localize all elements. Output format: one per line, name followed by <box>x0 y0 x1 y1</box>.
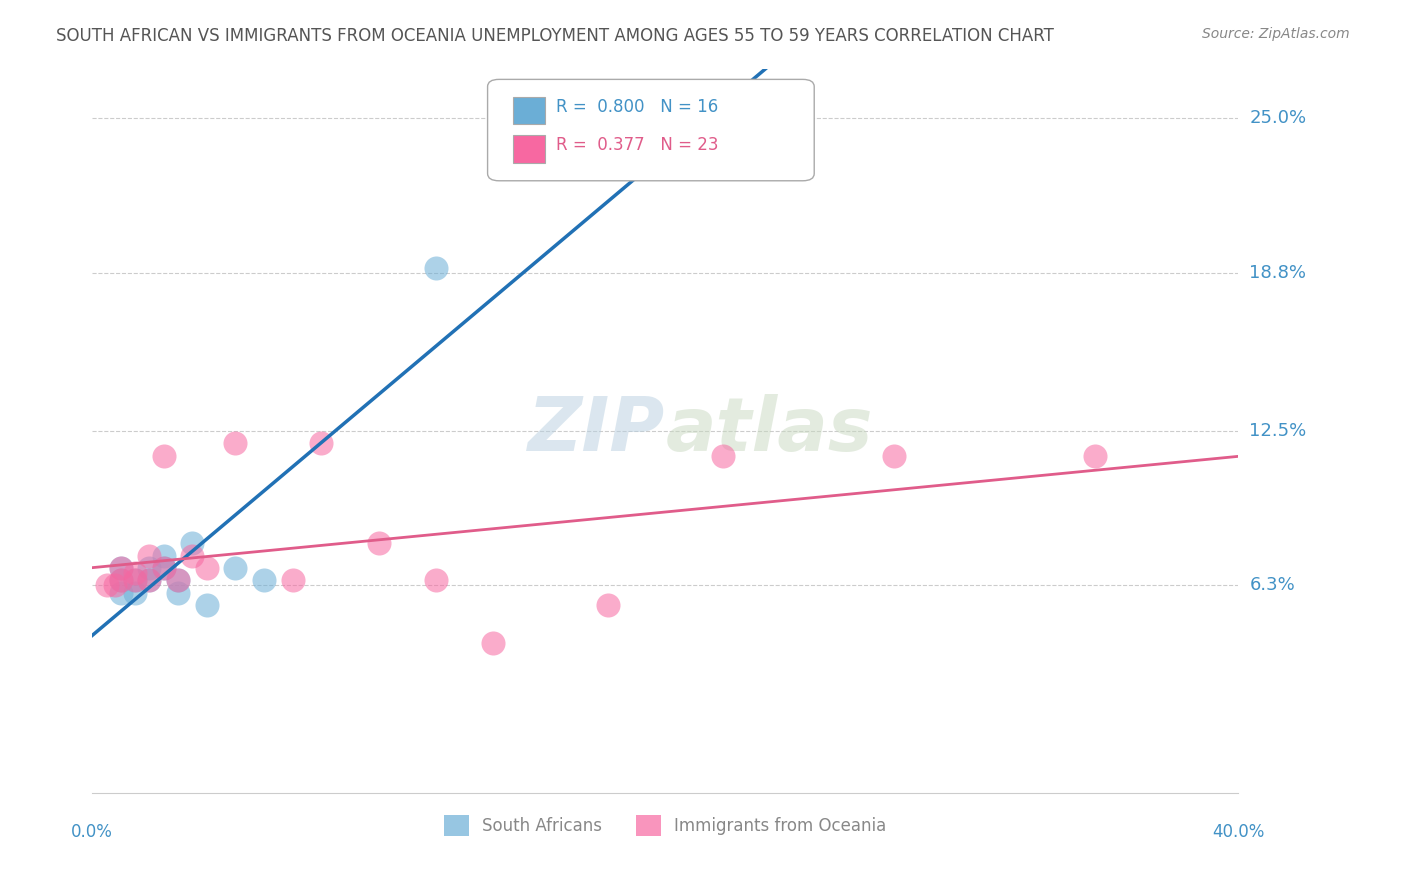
Point <box>181 549 204 563</box>
Point <box>181 536 204 550</box>
Text: ZIP: ZIP <box>529 394 665 467</box>
Point <box>281 574 304 588</box>
Point <box>96 578 118 592</box>
Point <box>224 561 246 575</box>
Point <box>195 561 218 575</box>
Point <box>883 449 905 463</box>
Text: 40.0%: 40.0% <box>1212 823 1264 841</box>
Text: R =  0.377   N = 23: R = 0.377 N = 23 <box>557 136 718 153</box>
Point <box>138 561 160 575</box>
Point <box>596 599 619 613</box>
Point <box>153 561 176 575</box>
Point <box>195 599 218 613</box>
Point <box>110 574 132 588</box>
Point <box>425 261 447 276</box>
Point <box>138 549 160 563</box>
Point <box>110 574 132 588</box>
Point <box>124 566 146 580</box>
Legend: South Africans, Immigrants from Oceania: South Africans, Immigrants from Oceania <box>437 809 893 842</box>
Point <box>482 636 505 650</box>
Point <box>104 578 127 592</box>
Point <box>311 436 333 450</box>
Point <box>153 549 176 563</box>
Point <box>425 574 447 588</box>
Point <box>167 574 190 588</box>
Point <box>138 574 160 588</box>
Point <box>124 574 146 588</box>
Point <box>124 586 146 600</box>
Text: 18.8%: 18.8% <box>1250 264 1306 282</box>
Text: 12.5%: 12.5% <box>1250 422 1306 440</box>
Text: R =  0.800   N = 16: R = 0.800 N = 16 <box>557 98 718 116</box>
FancyBboxPatch shape <box>488 79 814 181</box>
Text: SOUTH AFRICAN VS IMMIGRANTS FROM OCEANIA UNEMPLOYMENT AMONG AGES 55 TO 59 YEARS : SOUTH AFRICAN VS IMMIGRANTS FROM OCEANIA… <box>56 27 1054 45</box>
Point <box>367 536 389 550</box>
Text: Source: ZipAtlas.com: Source: ZipAtlas.com <box>1202 27 1350 41</box>
Point <box>138 574 160 588</box>
Point <box>1084 449 1107 463</box>
FancyBboxPatch shape <box>513 136 546 162</box>
Point <box>253 574 276 588</box>
Point <box>167 574 190 588</box>
Point <box>110 561 132 575</box>
Point <box>110 561 132 575</box>
Point <box>224 436 246 450</box>
Text: 6.3%: 6.3% <box>1250 576 1295 594</box>
Point <box>153 561 176 575</box>
Point <box>167 586 190 600</box>
Text: 25.0%: 25.0% <box>1250 110 1306 128</box>
FancyBboxPatch shape <box>513 96 546 124</box>
Point <box>153 449 176 463</box>
Point <box>110 586 132 600</box>
Point <box>711 449 734 463</box>
Point <box>124 574 146 588</box>
Text: 0.0%: 0.0% <box>72 823 112 841</box>
Text: atlas: atlas <box>665 394 873 467</box>
